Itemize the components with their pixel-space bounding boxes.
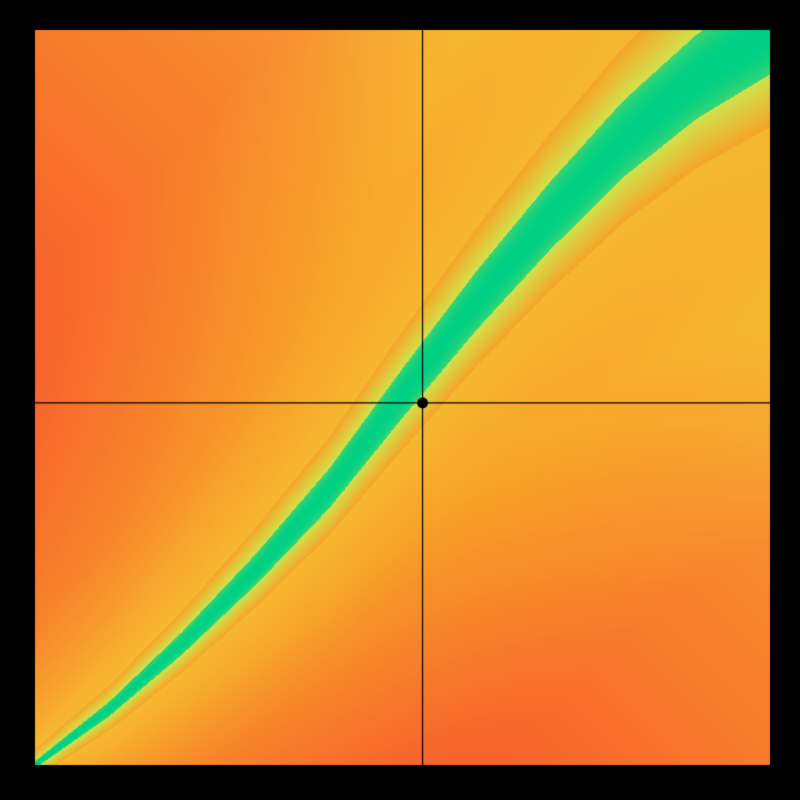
chart-container: TheBottleneck.com	[0, 0, 800, 800]
bottleneck-heatmap	[0, 0, 800, 800]
